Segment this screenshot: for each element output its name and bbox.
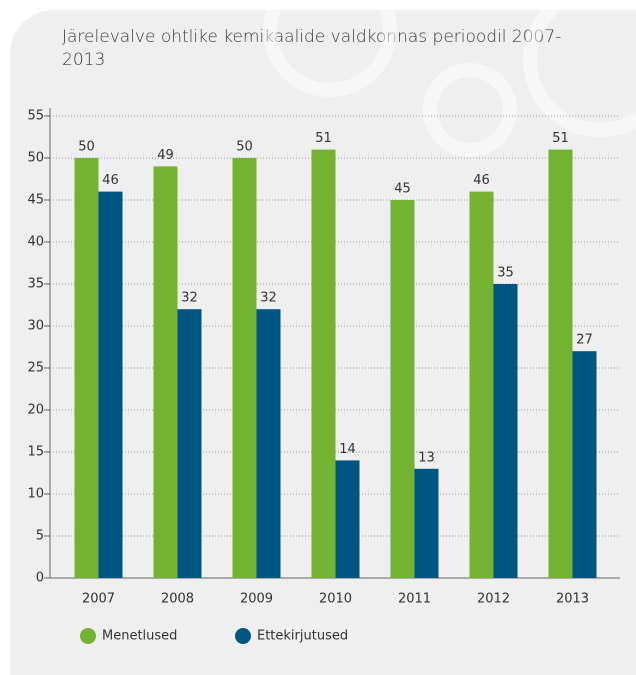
x-tick-label: 2009 <box>240 592 273 607</box>
y-tick-label: 30 <box>27 319 44 334</box>
bar <box>256 309 281 578</box>
data-label: 51 <box>315 131 332 146</box>
y-tick-label: 15 <box>27 445 44 460</box>
bar <box>493 284 518 578</box>
data-label: 46 <box>102 173 119 188</box>
bar <box>98 191 123 578</box>
y-tick-label: 50 <box>27 151 44 166</box>
data-label: 13 <box>418 450 435 465</box>
bar <box>311 149 336 578</box>
bar <box>74 158 99 578</box>
data-label: 49 <box>157 148 174 163</box>
bar <box>469 191 494 578</box>
legend-label: Ettekirjutused <box>257 629 348 644</box>
data-label: 32 <box>181 291 198 306</box>
data-label: 46 <box>473 173 490 188</box>
x-tick-label: 2010 <box>319 592 352 607</box>
data-label: 27 <box>576 333 593 348</box>
y-tick-label: 10 <box>27 487 44 502</box>
x-tick-label: 2011 <box>398 592 431 607</box>
y-tick-label: 40 <box>27 235 44 250</box>
data-label: 45 <box>394 182 411 197</box>
y-tick-label: 0 <box>36 571 44 586</box>
bar <box>232 158 257 578</box>
bar <box>414 468 439 578</box>
data-label: 32 <box>260 291 277 306</box>
y-tick-label: 35 <box>27 277 44 292</box>
gear-watermark <box>263 0 636 157</box>
bar <box>548 149 573 578</box>
data-label: 35 <box>497 266 514 281</box>
legend-marker <box>80 628 96 644</box>
x-tick-label: 2007 <box>82 592 115 607</box>
data-label: 14 <box>339 442 356 457</box>
x-tick-label: 2008 <box>161 592 194 607</box>
y-tick-label: 45 <box>27 193 44 208</box>
bar <box>177 309 202 578</box>
y-tick-label: 5 <box>36 529 44 544</box>
chart-title: Järelevalve ohtlike kemikaalide valdkonn… <box>62 27 562 70</box>
data-label: 50 <box>236 140 253 155</box>
y-tick-label: 20 <box>27 403 44 418</box>
data-label: 50 <box>78 140 95 155</box>
x-tick-label: 2013 <box>556 592 589 607</box>
data-label: 51 <box>552 131 569 146</box>
bar <box>390 200 415 578</box>
y-tick-label: 55 <box>27 109 44 124</box>
y-tick-label: 25 <box>27 361 44 376</box>
x-tick-label: 2012 <box>477 592 510 607</box>
bar <box>335 460 360 578</box>
legend-marker <box>235 628 251 644</box>
bar <box>572 351 597 578</box>
legend-label: Menetlused <box>102 629 177 644</box>
bar <box>153 166 178 578</box>
